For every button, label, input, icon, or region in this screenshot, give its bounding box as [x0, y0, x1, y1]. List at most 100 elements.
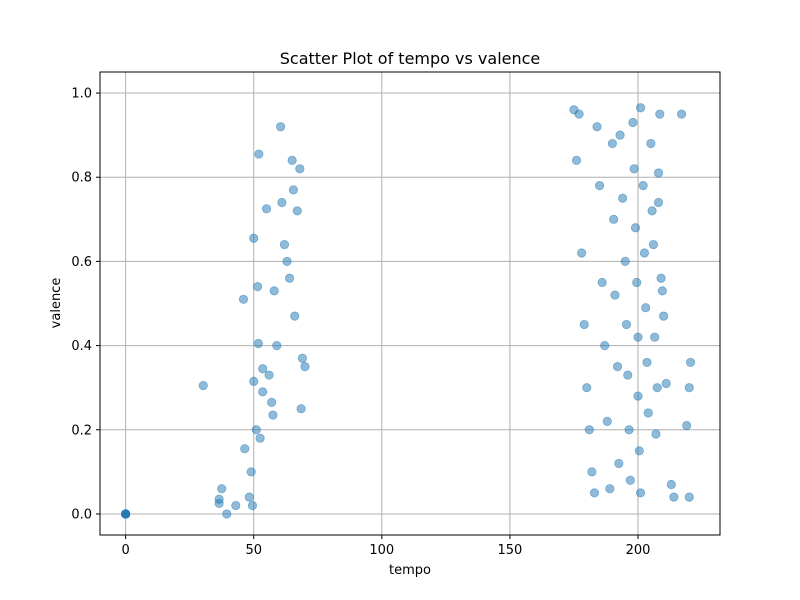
data-point [635, 488, 646, 498]
data-point [628, 117, 638, 128]
data-points [121, 103, 696, 519]
data-point [584, 425, 594, 435]
data-point [633, 391, 643, 401]
data-point [238, 294, 249, 304]
data-point [621, 319, 632, 330]
data-point [685, 357, 696, 368]
data-point [653, 168, 664, 178]
data-point [643, 408, 653, 418]
data-point [249, 233, 259, 243]
data-point [288, 185, 299, 195]
data-point [287, 155, 297, 165]
data-point [253, 338, 263, 349]
data-point [620, 256, 630, 267]
data-point [676, 109, 687, 119]
data-point [292, 206, 302, 216]
data-point [614, 458, 624, 469]
data-point [632, 277, 642, 288]
data-point [610, 290, 620, 300]
x-tick-label: 150 [498, 543, 523, 558]
data-point [249, 376, 259, 386]
data-point [261, 204, 272, 214]
data-point [231, 500, 241, 511]
axes-frame [99, 71, 721, 536]
data-point [295, 164, 305, 174]
data-point [290, 311, 300, 321]
data-point [252, 282, 263, 292]
data-point [642, 357, 652, 368]
data-point [579, 319, 589, 330]
data-point [217, 484, 227, 494]
data-point [602, 416, 612, 426]
data-point [659, 311, 669, 321]
data-point [641, 303, 651, 313]
data-point [246, 467, 256, 477]
data-point [633, 332, 643, 342]
data-point [198, 380, 208, 391]
data-point [296, 404, 306, 414]
data-point [630, 223, 641, 233]
data-point [214, 494, 224, 504]
data-point [582, 383, 592, 393]
data-point [272, 340, 282, 351]
y-axis-label: valence [49, 278, 64, 329]
y-tick-label: 0.2 [71, 423, 92, 438]
data-point [267, 397, 277, 408]
x-tick-label: 100 [369, 543, 394, 558]
data-point [656, 273, 666, 283]
data-point [597, 277, 607, 288]
y-tick-label: 0.8 [71, 171, 92, 186]
data-point [121, 509, 131, 519]
data-point [269, 286, 279, 296]
data-point [240, 444, 250, 454]
data-point [657, 286, 667, 296]
data-point [638, 181, 648, 191]
data-point [247, 500, 258, 511]
data-point [607, 138, 618, 149]
chart-title: Scatter Plot of tempo vs valence [280, 49, 541, 68]
grid-lines [100, 72, 720, 535]
y-tick-label: 0.0 [71, 507, 92, 522]
data-point [577, 248, 587, 258]
x-tick-label: 50 [245, 543, 262, 558]
data-point [651, 429, 661, 439]
data-point [669, 492, 679, 502]
data-point [609, 214, 619, 224]
data-point [258, 387, 268, 397]
data-point [647, 206, 657, 216]
data-point [600, 340, 610, 351]
data-point [666, 479, 676, 490]
data-point [653, 197, 664, 208]
data-point [587, 467, 597, 477]
data-point [589, 488, 600, 498]
data-point [605, 484, 615, 494]
data-point [624, 425, 634, 435]
data-point [625, 475, 635, 485]
y-tick-label: 0.6 [71, 255, 92, 270]
data-point [279, 239, 290, 250]
data-point [634, 446, 644, 456]
data-point [618, 193, 628, 203]
y-tick-label: 0.4 [71, 339, 92, 354]
data-point [646, 138, 656, 149]
data-point [648, 239, 658, 250]
data-point [650, 332, 660, 342]
data-point [222, 509, 232, 519]
data-point [258, 364, 268, 374]
data-point [652, 383, 662, 393]
x-axis-label: tempo [389, 563, 431, 578]
data-point [682, 420, 692, 431]
data-point [655, 109, 665, 119]
x-tick-label: 200 [626, 543, 651, 558]
data-point [684, 492, 694, 502]
data-point [571, 155, 582, 165]
data-point [612, 362, 623, 372]
x-tick-label: 0 [121, 543, 129, 558]
data-point [282, 256, 292, 267]
data-point [661, 378, 671, 389]
data-point [574, 109, 584, 119]
data-point [623, 370, 633, 380]
data-point [268, 410, 278, 420]
data-point [639, 248, 650, 258]
data-point [297, 353, 307, 363]
